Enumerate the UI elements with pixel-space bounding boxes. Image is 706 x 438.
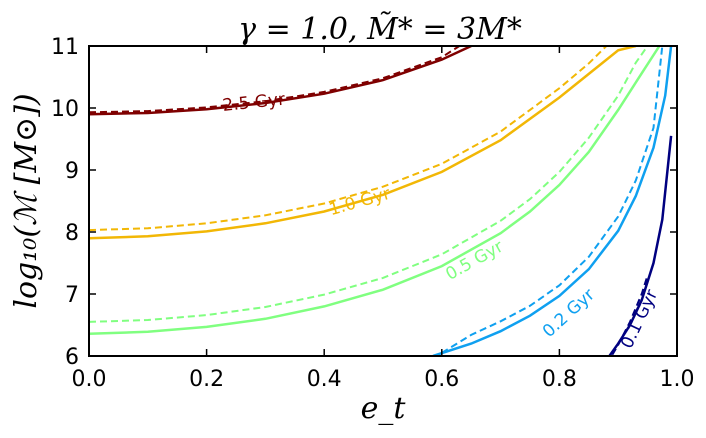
plot-frame — [88, 45, 678, 357]
series-2-dashed-line — [89, 46, 649, 323]
x-tick-label: 0.2 — [189, 367, 224, 392]
x-tick-label: 0.4 — [307, 367, 342, 392]
series-3-dashed-line — [441, 46, 664, 354]
series-0-solid-line — [89, 46, 472, 116]
series-4-dashed-line — [611, 275, 649, 356]
series-1-solid-line — [89, 46, 637, 240]
series-4-solid-line — [608, 135, 673, 356]
x-tick-label: 0.6 — [424, 367, 459, 392]
x-tick-label: 0.8 — [542, 367, 577, 392]
tick-layer: 0.0 0.2 0.4 0.6 0.8 1.0 6 7 8 9 10 11 — [51, 35, 695, 392]
y-axis-label: log₁₀(ℳ [M⊙]) — [9, 93, 44, 308]
series-layer — [89, 46, 673, 356]
y-tick-label: 8 — [65, 221, 79, 246]
y-tick-label: 7 — [65, 283, 79, 308]
contour-label-0: 2.5 Gyr — [222, 90, 286, 116]
x-tick-label: 1.0 — [660, 367, 695, 392]
x-tick-label: 0.0 — [72, 367, 107, 392]
x-axis-label: e_t — [361, 391, 407, 426]
y-tick-label: 6 — [65, 345, 79, 370]
contour-label-1: 1.0 Gyr — [327, 184, 393, 220]
series-2-solid-line — [89, 46, 661, 335]
series-1-dashed-line — [89, 46, 608, 232]
contour-label-4: 0.1 Gyr — [617, 287, 662, 352]
y-tick-label: 9 — [65, 159, 79, 184]
series-0-dashed-line — [89, 46, 460, 114]
series-3-solid-line — [432, 46, 673, 356]
chart-title: γ = 1.0, M̃* = 3M* — [238, 12, 522, 47]
y-tick-label: 11 — [51, 35, 79, 60]
y-tick-label: 10 — [51, 97, 79, 122]
